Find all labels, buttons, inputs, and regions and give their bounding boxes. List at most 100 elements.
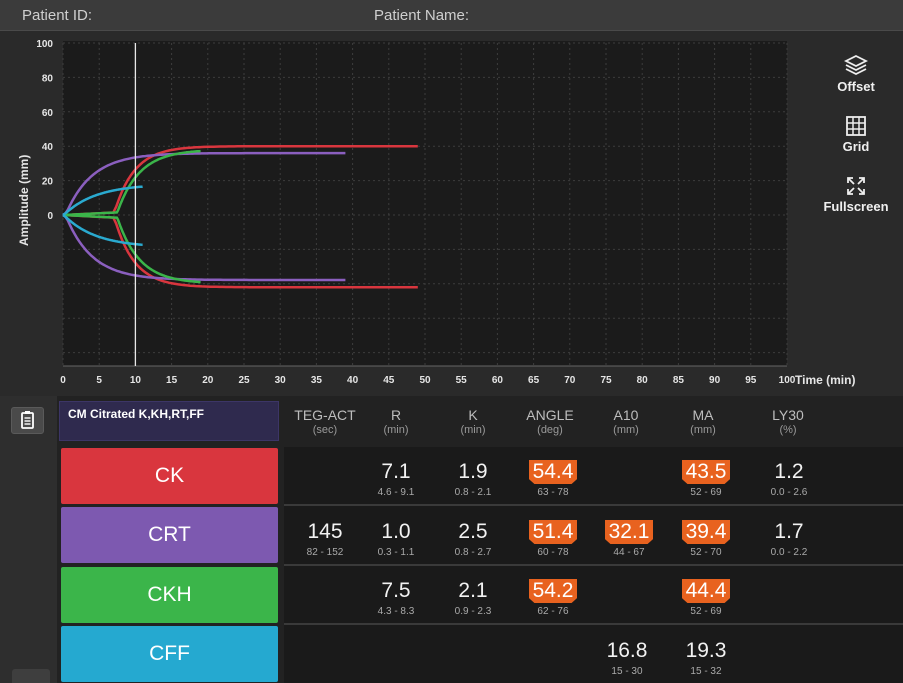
cell-range: 4.3 - 8.3: [377, 606, 415, 617]
offset-button[interactable]: Offset: [818, 53, 894, 94]
col-header-unit: (deg): [537, 424, 563, 436]
cell-crt-a10: 32.1 44 - 67: [589, 520, 669, 558]
row-bg: [284, 447, 903, 504]
tracing-ckh-upper: [62, 149, 201, 217]
col-header-name: ANGLE: [526, 407, 574, 423]
row-bg: [284, 566, 903, 623]
scroll-tab[interactable]: [12, 669, 50, 683]
col-header-unit: (min): [460, 424, 486, 436]
col-header-name: MA: [692, 407, 714, 423]
y-tick-label: 80: [42, 73, 54, 84]
cell-range: 62 - 76: [537, 606, 569, 617]
y-tick-label: 100: [36, 39, 53, 50]
y-tick-label: 40: [42, 142, 54, 153]
x-tick-label: 20: [202, 375, 214, 386]
x-tick-label: 5: [96, 375, 102, 386]
cell-value-flagged: 51.4: [528, 520, 578, 544]
cell-range: 60 - 78: [537, 547, 569, 558]
cell-value: 2.5: [458, 520, 488, 543]
x-tick-label: 100: [779, 375, 796, 386]
cell-ckh-ma: 44.4 52 - 69: [666, 579, 746, 617]
x-tick-label: 35: [311, 375, 323, 386]
col-header-ly30: LY30 (%): [748, 408, 828, 438]
col-header-k: K (min): [433, 408, 513, 438]
row-tag-ckh[interactable]: CKH: [61, 567, 278, 623]
y-tick-label: 60: [42, 108, 54, 119]
cell-range: 0.3 - 1.1: [377, 547, 415, 558]
cell-value-flagged: 44.4: [681, 579, 731, 603]
row-bg: [284, 625, 903, 683]
cell-value: 1.9: [458, 460, 488, 483]
x-tick-label: 40: [347, 375, 359, 386]
cell-crt-ma: 39.4 52 - 70: [666, 520, 746, 558]
x-tick-label: 25: [238, 375, 250, 386]
cell-ck-ly30: 1.2 0.0 - 2.6: [749, 460, 829, 498]
cell-value: 7.1: [381, 460, 411, 483]
left-toolbar: [0, 396, 57, 683]
col-header-ma: MA (mm): [663, 408, 743, 438]
x-tick-label: 85: [673, 375, 685, 386]
cell-value-flagged: 32.1: [604, 520, 654, 544]
patient-name-label: Patient Name:: [374, 7, 470, 24]
row-tag-crt[interactable]: CRT: [61, 507, 278, 563]
cell-ck-angle: 54.4 63 - 78: [513, 460, 593, 498]
tracing-crt-lower: [62, 214, 346, 282]
cell-ckh-r: 7.5 4.3 - 8.3: [356, 579, 436, 617]
x-tick-label: 50: [419, 375, 431, 386]
x-tick-label: 15: [166, 375, 178, 386]
report-button[interactable]: [11, 407, 44, 434]
cell-crt-ly30: 1.7 0.0 - 2.2: [749, 520, 829, 558]
y-tick-label: 20: [42, 177, 54, 188]
teg-tracing-chart[interactable]: 100 80 60 40 20 0 0 5 10 15 20 25 30 35 40 45 50 55 60 65 70…: [0, 31, 903, 396]
tracing-graph-panel: 100 80 60 40 20 0 0 5 10 15 20 25 30 35 40 45 50 55 60 65 70…: [0, 31, 903, 396]
tracing-crt-upper: [62, 151, 346, 217]
cell-value: 1.7: [774, 520, 804, 543]
tracing-cff-lower: [62, 213, 143, 247]
test-name-panel[interactable]: CM Citrated K,KH,RT,FF: [59, 401, 279, 441]
x-tick-label: 80: [637, 375, 649, 386]
cell-value-flagged: 43.5: [681, 460, 731, 484]
grid-button[interactable]: Grid: [818, 115, 894, 154]
cell-range: 4.6 - 9.1: [377, 487, 415, 498]
cell-value: 1.0: [381, 520, 411, 543]
col-header-r: R (min): [356, 408, 436, 438]
row-tag-cff[interactable]: CFF: [61, 626, 278, 682]
y-axis-label: Amplitude (mm): [17, 154, 31, 246]
cell-value: 16.8: [606, 639, 648, 662]
cell-value-flagged: 54.2: [528, 579, 578, 603]
col-header-unit: (min): [383, 424, 409, 436]
row-divider: [284, 564, 903, 566]
cell-value-flagged: 54.4: [528, 460, 578, 484]
col-header-unit: (mm): [613, 424, 639, 436]
cell-range: 0.8 - 2.7: [454, 547, 492, 558]
cell-value: 7.5: [381, 579, 411, 602]
clipboard-icon: [21, 411, 34, 429]
grid-icon: [846, 116, 866, 136]
col-header-unit: (sec): [312, 424, 338, 436]
row-tag-ck[interactable]: CK: [61, 448, 278, 504]
cell-range: 0.8 - 2.1: [454, 487, 492, 498]
x-tick-label: 45: [383, 375, 395, 386]
tracing-ckh-lower: [62, 213, 201, 284]
x-tick-label: 10: [130, 375, 142, 386]
cell-range: 15 - 32: [690, 666, 722, 677]
cell-value: 1.2: [774, 460, 804, 483]
y-tick-label: 0: [47, 211, 53, 222]
tracing-ck-lower: [62, 213, 418, 289]
cell-range: 0.9 - 2.3: [454, 606, 492, 617]
col-header-name: K: [468, 407, 478, 423]
cell-value: 19.3: [685, 639, 727, 662]
col-header-teg-act: TEG-ACT (sec): [285, 408, 365, 438]
cell-range: 52 - 69: [690, 606, 722, 617]
cell-value: 145: [307, 520, 343, 543]
cell-ck-ma: 43.5 52 - 69: [666, 460, 746, 498]
cell-ck-r: 7.1 4.6 - 9.1: [356, 460, 436, 498]
col-header-angle: ANGLE (deg): [510, 408, 590, 438]
fullscreen-button[interactable]: Fullscreen: [818, 175, 894, 214]
row-divider: [284, 504, 903, 506]
cell-crt-r: 1.0 0.3 - 1.1: [356, 520, 436, 558]
cell-range: 82 - 152: [306, 547, 344, 558]
tracing-cff-upper: [62, 185, 143, 217]
fullscreen-label: Fullscreen: [823, 199, 889, 214]
x-axis-label: Time (min): [795, 373, 856, 387]
